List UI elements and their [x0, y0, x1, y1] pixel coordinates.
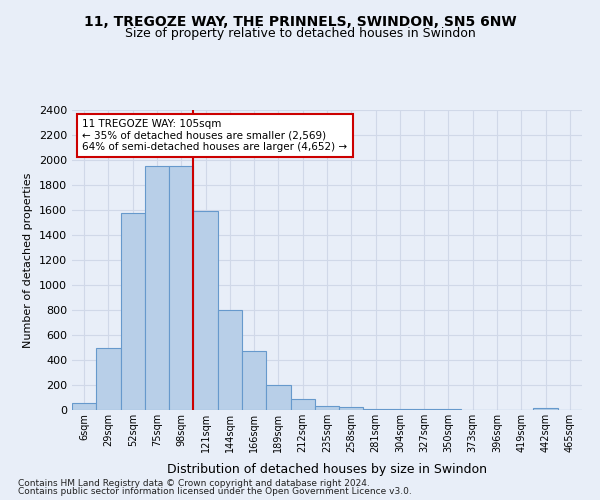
Text: Size of property relative to detached houses in Swindon: Size of property relative to detached ho… [125, 28, 475, 40]
Text: Contains public sector information licensed under the Open Government Licence v3: Contains public sector information licen… [18, 487, 412, 496]
Text: Contains HM Land Registry data © Crown copyright and database right 2024.: Contains HM Land Registry data © Crown c… [18, 478, 370, 488]
Text: 11, TREGOZE WAY, THE PRINNELS, SWINDON, SN5 6NW: 11, TREGOZE WAY, THE PRINNELS, SWINDON, … [83, 15, 517, 29]
Bar [290, 399, 315, 410]
Bar [242, 350, 266, 410]
Bar [121, 212, 145, 410]
Text: 11 TREGOZE WAY: 105sqm
← 35% of detached houses are smaller (2,569)
64% of semi-: 11 TREGOZE WAY: 105sqm ← 35% of detached… [82, 119, 347, 152]
Bar [339, 407, 364, 410]
Bar [169, 166, 193, 410]
Bar [533, 408, 558, 410]
Y-axis label: Number of detached properties: Number of detached properties [23, 172, 34, 348]
Bar [218, 310, 242, 410]
Bar [266, 385, 290, 410]
Bar [315, 406, 339, 410]
Bar [72, 403, 96, 410]
Text: Distribution of detached houses by size in Swindon: Distribution of detached houses by size … [167, 464, 487, 476]
Bar [193, 211, 218, 410]
Bar [145, 166, 169, 410]
Bar [96, 348, 121, 410]
